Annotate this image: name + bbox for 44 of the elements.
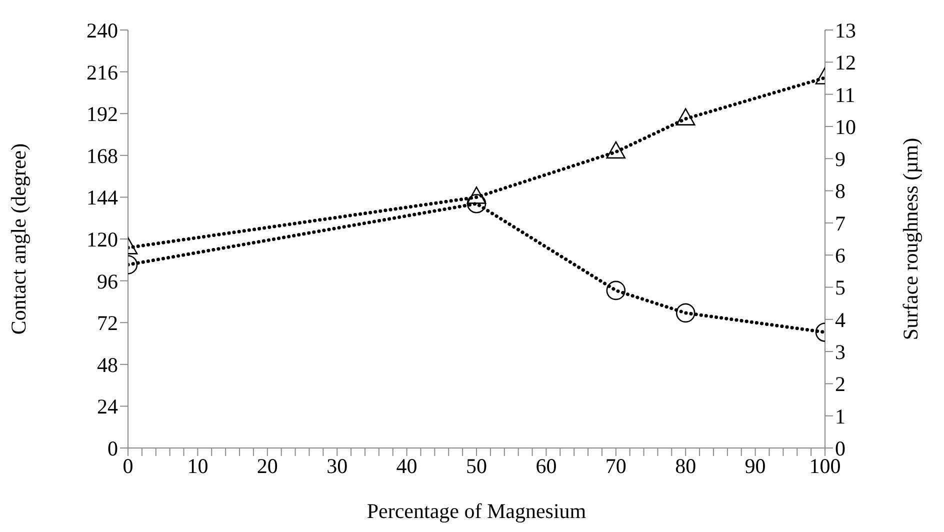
y2-tick-label: 6 [835, 244, 846, 268]
y2-tick-label: 3 [835, 340, 846, 364]
y2-tick-label: 1 [835, 404, 846, 428]
x-tick-label: 80 [675, 454, 696, 478]
y-tick-label: 0 [108, 436, 118, 460]
y-tick-label: 144 [86, 186, 118, 210]
x-tick-label: 20 [256, 454, 278, 478]
y2-tick-label: 10 [835, 114, 856, 139]
point [606, 280, 626, 300]
y2-tick-label: 4 [835, 308, 846, 332]
y-tick-label: 72 [97, 311, 118, 336]
y-tick-label: 192 [86, 102, 118, 126]
y-tick-label: 96 [97, 269, 118, 294]
y2-tick-label: 9 [835, 147, 846, 172]
y-tick-label: 120 [86, 227, 118, 252]
y2-tick-label: 8 [835, 179, 846, 204]
x-tick-label: 30 [326, 454, 348, 478]
y-tick-label: 240 [86, 18, 118, 42]
point [466, 194, 486, 214]
y-tick-label: 24 [97, 394, 118, 419]
point [676, 108, 696, 126]
point [606, 141, 626, 159]
x-tick-label: 40 [396, 454, 418, 478]
y2-tick-label: 0 [835, 436, 846, 460]
x-axis-title: Percentage of Magnesium [366, 499, 586, 523]
point [466, 186, 486, 204]
y2-tick-label: 5 [835, 276, 846, 300]
y2-tick-label: 7 [835, 211, 846, 236]
x-tick-label: 10 [187, 454, 208, 478]
x-tick-label: 0 [122, 454, 134, 478]
x-tick-label: 90 [744, 454, 766, 478]
y2-tick-label: 11 [835, 82, 856, 107]
y2-tick-label: 13 [835, 18, 856, 42]
y-tick-label: 48 [97, 352, 118, 377]
y2-tick-label: 12 [835, 50, 856, 75]
x-tick-label: 70 [605, 454, 626, 478]
y-axis-title: Contact angle (degree) [6, 143, 30, 335]
point [676, 303, 696, 323]
y2-axis-title: Surface roughness (µm) [898, 138, 922, 340]
y-tick-label: 216 [86, 60, 118, 84]
y2-tick-label: 2 [835, 372, 846, 396]
x-tick-label: 50 [466, 454, 487, 478]
y-tick-label: 168 [86, 144, 118, 168]
x-tick-label: 60 [536, 454, 557, 478]
